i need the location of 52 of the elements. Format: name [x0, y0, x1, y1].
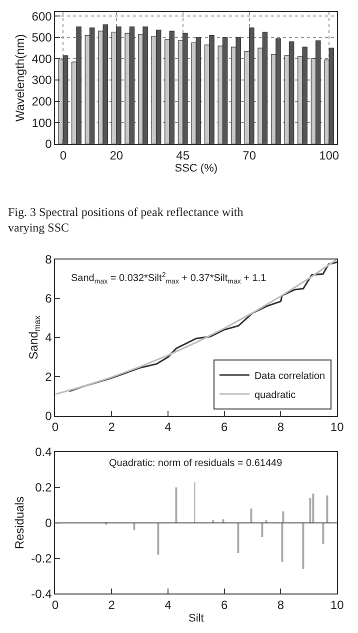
y-tick-label: 600 [32, 9, 52, 24]
x-tick-label: 2 [108, 598, 116, 612]
x-tick-label: 8 [277, 598, 284, 612]
legend-label: quadratic [254, 390, 296, 401]
x-tick-label: 70 [242, 148, 256, 162]
y-tick-label: 0 [45, 408, 52, 423]
y-tick-label: 0.4 [35, 445, 52, 460]
y-tick-label: 0 [45, 516, 52, 530]
text: Quadratic: norm of residuals = 0.61449 [109, 458, 283, 469]
y-tick-label: 6 [45, 292, 52, 306]
bar [312, 494, 314, 523]
y-tick-label: 300 [32, 73, 52, 88]
bar [175, 487, 178, 523]
y-axis-title: Residuals [12, 496, 26, 550]
y-tick-label: -0.2 [31, 551, 52, 566]
x-tick-label: 6 [220, 420, 228, 434]
x-axis-title: Silt [188, 612, 204, 624]
x-tick-label: 8 [277, 420, 284, 434]
y-axis-title: Wavelength(nm) [13, 34, 28, 122]
bar [157, 522, 160, 555]
bar [133, 522, 136, 530]
bar [322, 522, 324, 544]
y-axis-title: Sand$_{max}$ [71, 273, 108, 286]
x-tick-label: 4 [164, 420, 172, 434]
y-tick-label: 2 [45, 370, 52, 384]
legend-label: Data correlation [254, 370, 326, 382]
y-tick-label: 100 [32, 116, 52, 130]
bar [302, 522, 304, 569]
x-tick-label: 6 [220, 598, 228, 612]
x-tick-label: 100 [319, 148, 340, 162]
y-tick-label: 500 [32, 30, 52, 45]
y-tick-label: 400 [32, 52, 52, 66]
x-tick-label: 20 [110, 148, 124, 162]
x-axis-title: SSC (%) [174, 162, 218, 175]
text: = 0.032*Silt$^{2}$$_{max}$ + 0.37*Silt$_{max}$ + 1.1 [110, 272, 266, 286]
x-tick-label: 10 [330, 420, 344, 434]
y-tick-label: 200 [32, 94, 52, 109]
y-tick-label: 0.2 [35, 480, 52, 495]
x-tick-label: 2 [108, 420, 116, 434]
y-tick-label: 4 [45, 330, 52, 345]
bar [326, 495, 328, 523]
x-tick-label: 4 [164, 598, 172, 612]
y-tick-label: 0 [45, 137, 52, 152]
bar [261, 522, 264, 538]
x-tick-label: 0 [60, 148, 67, 162]
bar [250, 508, 252, 523]
x-tick-label: 45 [176, 148, 190, 162]
bar [237, 522, 240, 553]
x-tick-label: 10 [330, 598, 344, 612]
y-tick-label: -0.4 [31, 586, 52, 601]
caption: Fig. 3 Spectral positions of peak reflectance with varying SSC [8, 205, 244, 235]
y-tick-label: 8 [45, 252, 52, 266]
